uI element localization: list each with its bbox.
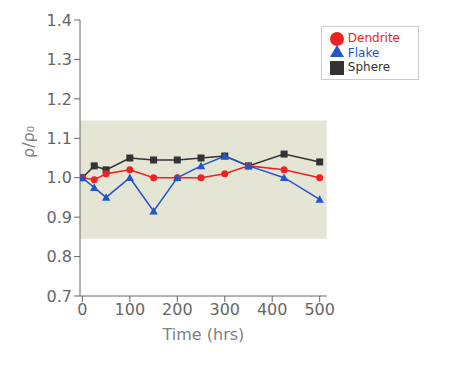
svg-text:100: 100 bbox=[115, 300, 146, 319]
svg-text:1.4: 1.4 bbox=[47, 11, 72, 30]
svg-text:200: 200 bbox=[162, 300, 193, 319]
svg-text:1.1: 1.1 bbox=[47, 129, 72, 148]
svg-text:Time (hrs): Time (hrs) bbox=[162, 325, 245, 344]
svg-text:400: 400 bbox=[257, 300, 288, 319]
svg-text:0.8: 0.8 bbox=[47, 247, 72, 266]
html-text:Flake: Flake bbox=[347, 45, 380, 60]
svg-text:0.7: 0.7 bbox=[47, 287, 72, 306]
svg-text:0: 0 bbox=[77, 300, 87, 319]
svg-text:1.3: 1.3 bbox=[47, 50, 72, 69]
svg-text:500: 500 bbox=[304, 300, 335, 319]
svg-text:300: 300 bbox=[209, 300, 240, 319]
html-text:Sphere: Sphere bbox=[347, 60, 391, 74]
html-text:Dendrite: Dendrite bbox=[347, 31, 400, 45]
svg-text:ρ/ρ₀: ρ/ρ₀ bbox=[19, 126, 38, 158]
svg-text:1.2: 1.2 bbox=[47, 90, 72, 109]
svg-text:1.0: 1.0 bbox=[47, 168, 72, 187]
svg-text:0.9: 0.9 bbox=[47, 208, 72, 227]
